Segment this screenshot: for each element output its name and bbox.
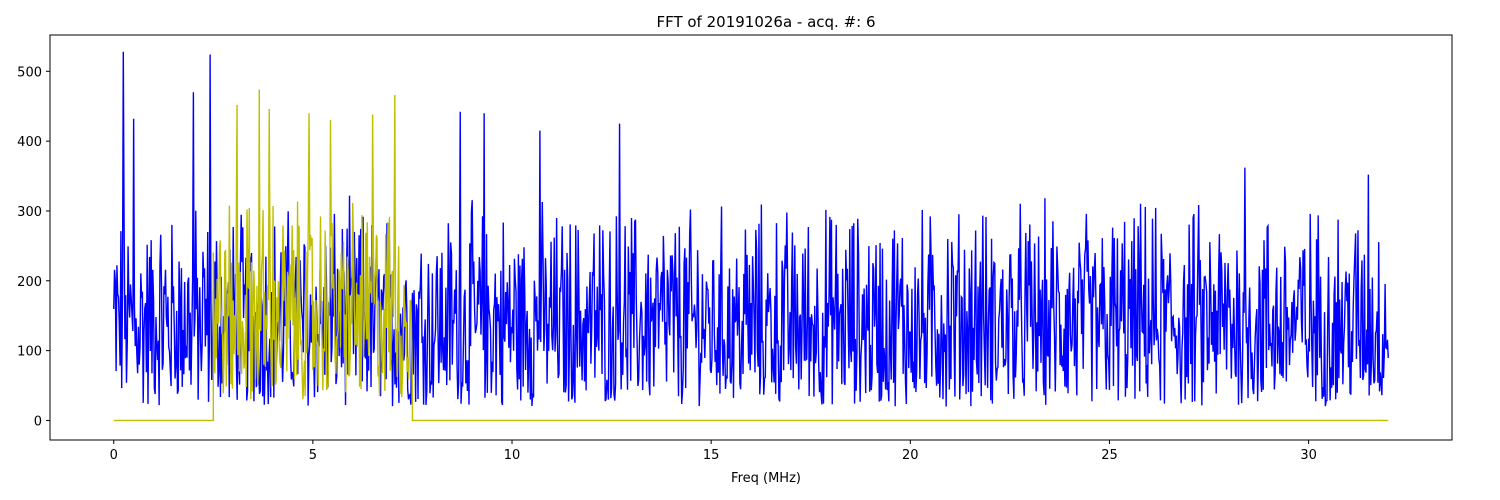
y-tick-label: 100 [17,345,42,360]
x-tick-label: 30 [1300,448,1317,463]
y-tick-label: 200 [17,275,42,290]
y-tick-label: 0 [34,414,42,429]
x-tick-label: 15 [703,448,720,463]
axes-frame [49,34,1453,441]
y-tick-label: 300 [17,205,42,220]
x-tick-label: 10 [504,448,521,463]
chart-title: FFT of 20191026a - acq. #: 6 [656,13,875,31]
series-yellow-line [113,89,1389,422]
y-tick-label: 500 [17,65,42,80]
x-tick-label: 0 [110,448,118,463]
x-axis-label: Freq (MHz) [731,471,801,486]
x-tick-label: 5 [309,448,317,463]
plot-area [113,51,1389,422]
y-tick-label: 400 [17,135,42,150]
x-tick-label: 20 [902,448,919,463]
x-tick-label: 25 [1101,448,1118,463]
